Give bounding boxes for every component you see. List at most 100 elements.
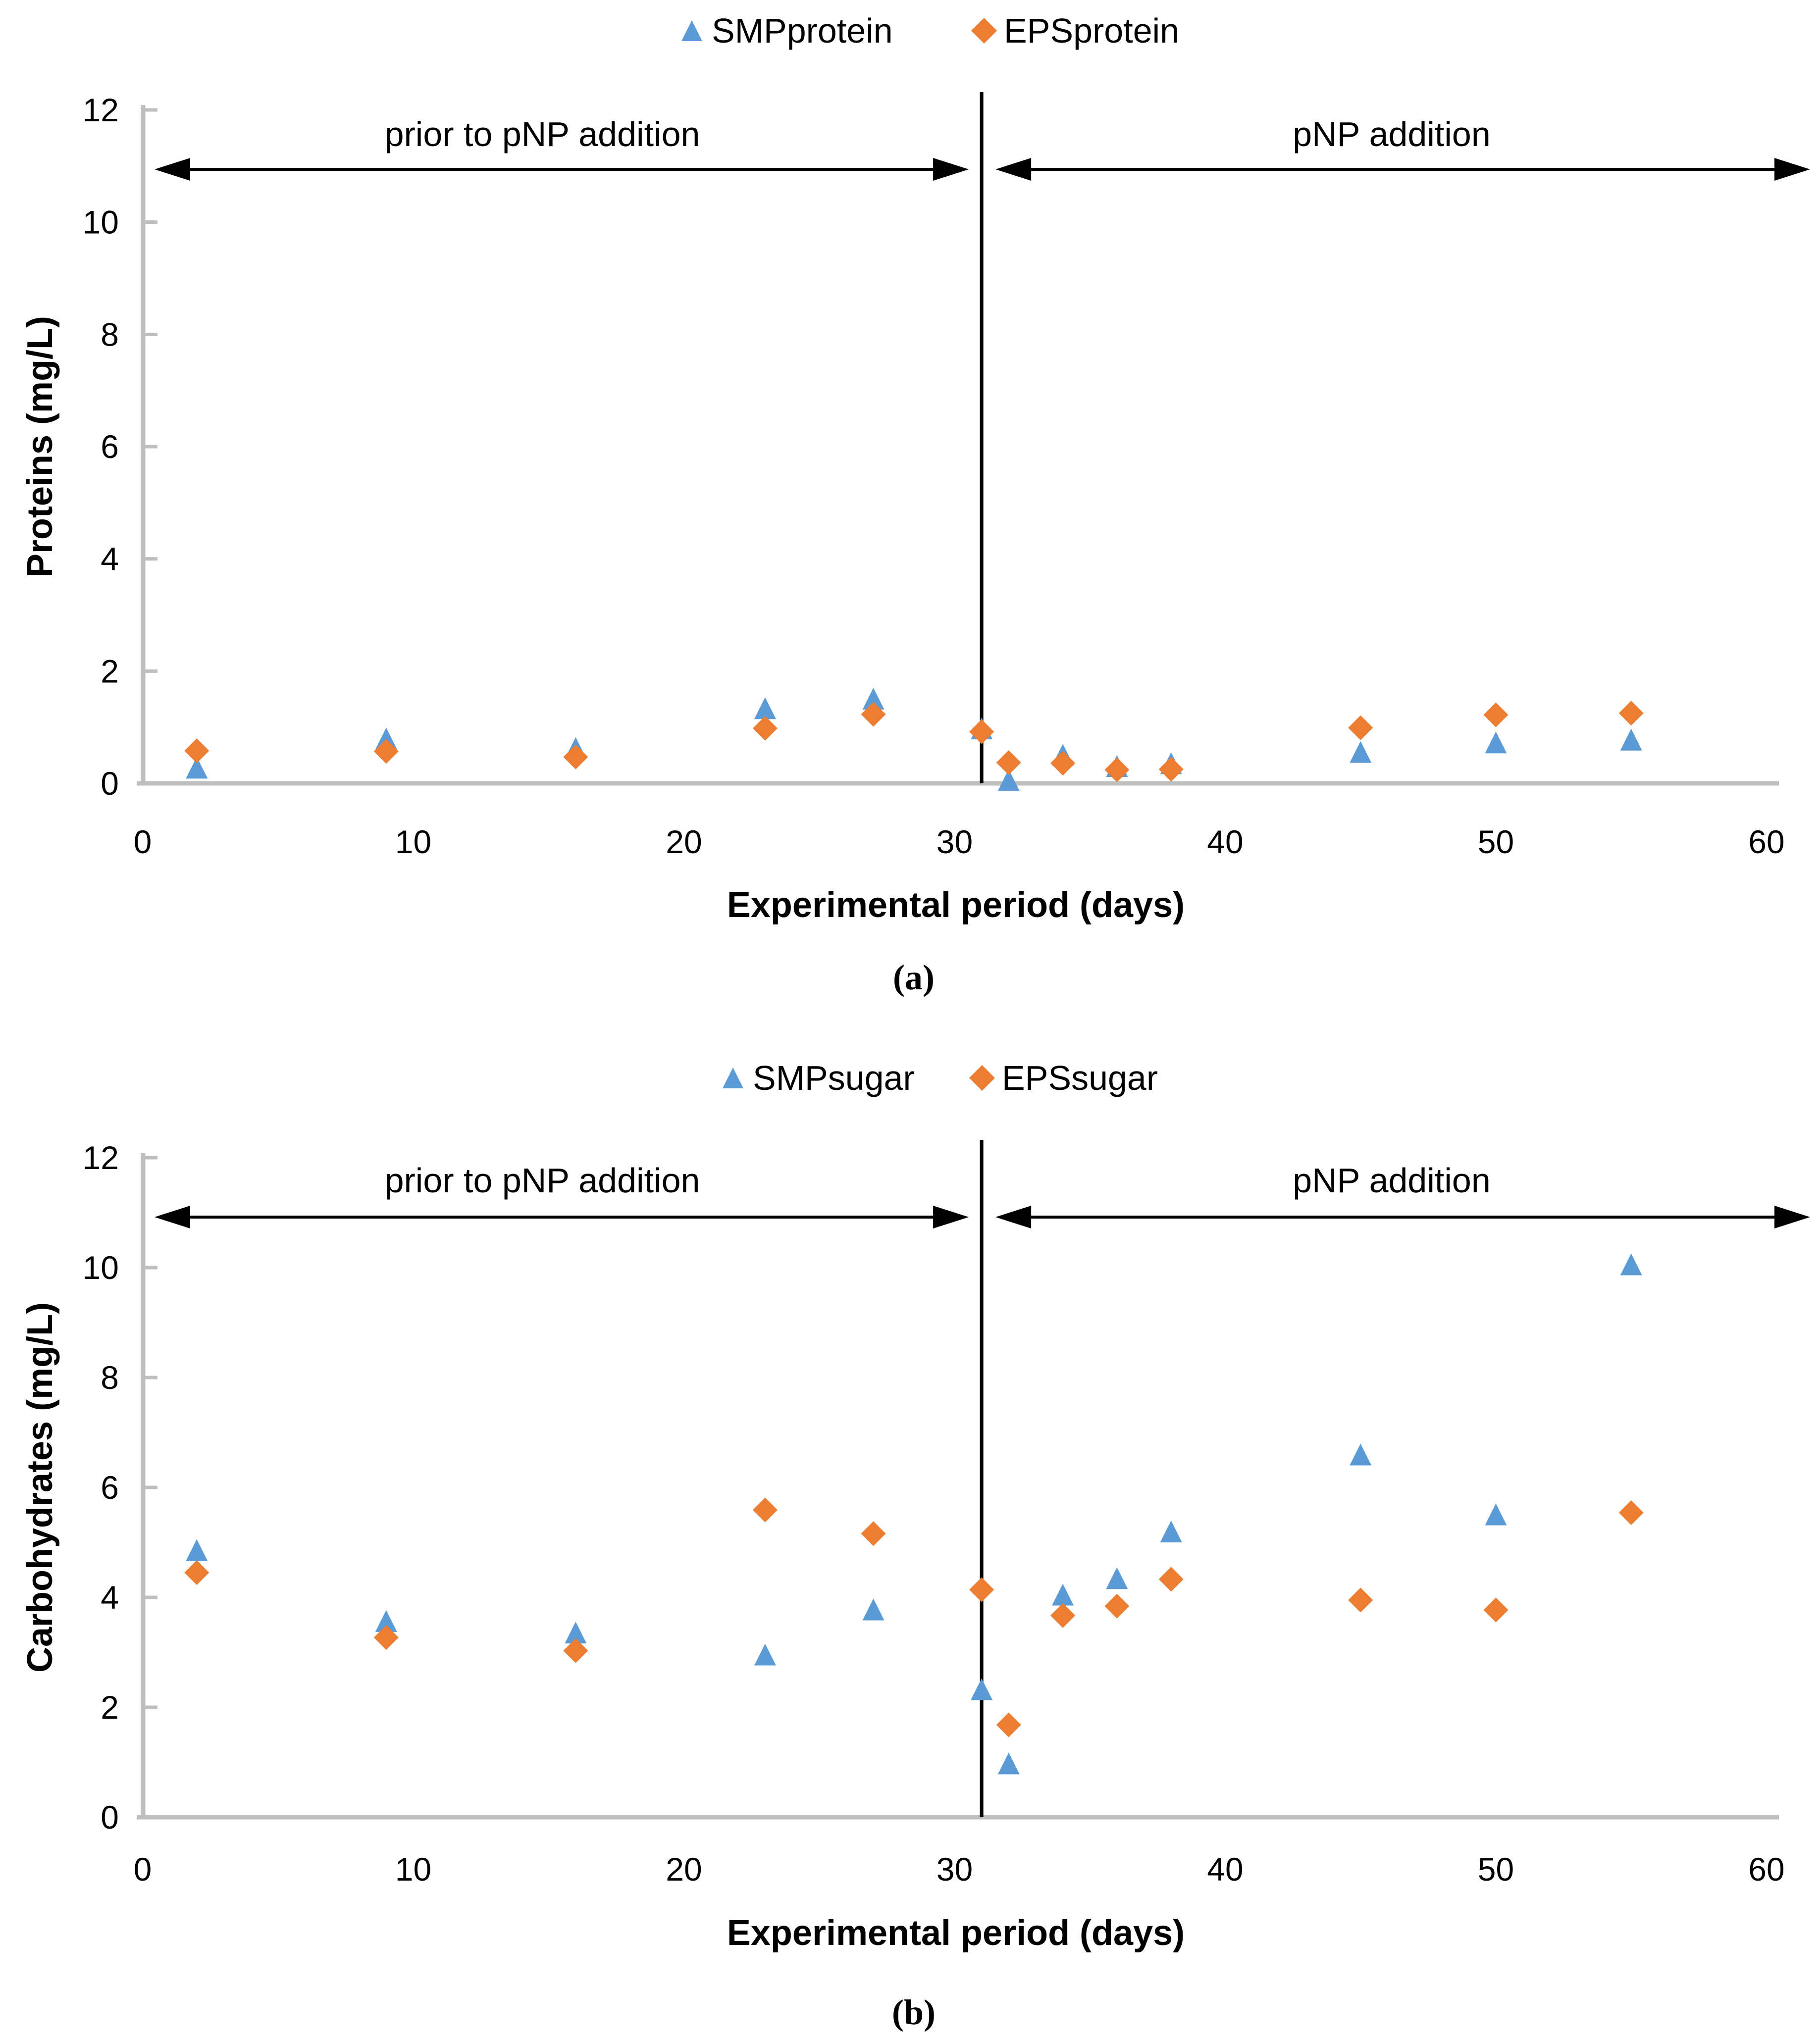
EPSsugar-marker	[1050, 1603, 1076, 1628]
EPSsugar-marker	[373, 1625, 399, 1650]
x-tick-label: 40	[1207, 1851, 1243, 1888]
y-axis-title-b: Carbohydrates (mg/L)	[20, 1302, 60, 1673]
EPSsugar-marker	[752, 1497, 778, 1523]
legend-epssugar-label: EPSsugar	[1002, 1059, 1158, 1097]
EPSsugar-marker	[1483, 1597, 1508, 1623]
legend-smpsugar-label: SMPsugar	[753, 1059, 915, 1097]
y-axis-title-a: Proteins (mg/L)	[20, 316, 60, 577]
EPSsugar-marker	[1348, 1587, 1373, 1613]
prior-pnp-arrow-head-left	[155, 1206, 190, 1228]
x-tick-label: 20	[666, 823, 702, 860]
prior-pnp-arrow-head-right	[933, 1206, 969, 1228]
x-tick-label: 60	[1748, 1851, 1784, 1888]
EPSprotein-marker	[1483, 702, 1508, 727]
EPSprotein-marker	[563, 744, 588, 769]
EPSsugar-marker	[996, 1712, 1021, 1737]
EPSprotein-marker	[1158, 757, 1184, 782]
x-tick-label: 50	[1478, 823, 1514, 860]
SMPprotein-marker	[754, 697, 776, 719]
SMPsugar-marker	[1620, 1253, 1642, 1276]
y-tick-label: 8	[101, 316, 119, 353]
legend-smpsugar-triangle-icon	[723, 1068, 743, 1088]
EPSsugar-marker	[1104, 1593, 1130, 1619]
y-tick-label: 10	[83, 204, 119, 241]
SMPprotein-marker	[997, 769, 1020, 791]
EPSprotein-marker	[1104, 757, 1130, 782]
EPSsugar-marker	[1158, 1567, 1184, 1592]
annotation-pnp-addition-a: pNP addition	[1293, 115, 1491, 153]
prior-pnp-arrow-head-right	[933, 158, 969, 181]
x-tick-label: 40	[1207, 823, 1243, 860]
SMPsugar-marker	[1106, 1567, 1128, 1589]
EPSprotein-marker	[752, 715, 778, 741]
y-tick-label: 4	[101, 1579, 119, 1616]
EPSsugar-marker	[969, 1577, 994, 1602]
legend-smpprotein-triangle-icon	[681, 20, 702, 41]
x-tick-label: 30	[936, 823, 973, 860]
y-tick-label: 6	[101, 1469, 119, 1506]
SMPsugar-marker	[971, 1678, 993, 1700]
data-points-a	[184, 688, 1644, 791]
EPSsugar-marker	[184, 1560, 209, 1585]
y-tick-label: 0	[101, 1799, 119, 1836]
annotation-prior-pnp-b: prior to pNP addition	[385, 1161, 700, 1200]
x-axis-title-b: Experimental period (days)	[727, 1913, 1185, 1953]
x-axis-title-a: Experimental period (days)	[727, 885, 1185, 925]
SMPsugar-marker	[565, 1622, 587, 1644]
EPSprotein-marker	[1348, 715, 1373, 740]
legend-smpprotein-label: SMPprotein	[712, 11, 893, 50]
SMPprotein-marker	[1620, 728, 1642, 751]
y-tick-label: 6	[101, 428, 119, 465]
SMPsugar-marker	[1160, 1520, 1182, 1542]
y-tick-label: 12	[83, 1139, 119, 1176]
annotation-arrows-a	[155, 92, 1810, 783]
prior-pnp-arrow-head-left	[155, 158, 190, 181]
chart-proteins: SMPprotein EPSprotein prior to pNP addit…	[20, 11, 1810, 997]
pnp-addition-arrow-head-left	[995, 158, 1032, 181]
caption-b: (b)	[892, 1992, 936, 2032]
pnp-addition-arrow-head-right	[1774, 158, 1810, 181]
SMPsugar-marker	[186, 1539, 208, 1561]
SMPprotein-marker	[1350, 741, 1372, 763]
y-tick-label: 12	[83, 92, 119, 128]
x-tick-label: 0	[134, 1851, 152, 1888]
annotation-pnp-addition-b: pNP addition	[1293, 1161, 1491, 1200]
x-tick-label: 50	[1478, 1851, 1514, 1888]
SMPprotein-marker	[862, 688, 884, 710]
pnp-addition-arrow-head-left	[995, 1206, 1032, 1228]
x-tick-label: 30	[936, 1851, 973, 1888]
axes-b: 0 2 4 6 8 10 12 0 10 20 30 40 50 60	[83, 1139, 1785, 1888]
chart-carbohydrates: SMPsugar EPSsugar prior to pNP addition …	[20, 1059, 1810, 2032]
x-tick-label: 10	[395, 823, 431, 860]
legend-epsprotein-diamond-icon	[971, 18, 997, 44]
x-tick-label: 60	[1748, 823, 1784, 860]
EPSsugar-marker	[563, 1638, 588, 1663]
annotation-arrows-b	[155, 1140, 1810, 1817]
EPSsugar-marker	[1618, 1500, 1644, 1526]
SMPsugar-marker	[754, 1643, 776, 1666]
SMPsugar-marker	[1485, 1503, 1507, 1526]
pnp-addition-arrow-head-right	[1774, 1206, 1810, 1228]
y-tick-label: 10	[83, 1249, 119, 1286]
EPSprotein-marker	[969, 719, 994, 744]
legend-epssugar-diamond-icon	[969, 1065, 995, 1091]
SMPsugar-marker	[375, 1610, 397, 1632]
x-tick-label: 10	[395, 1851, 431, 1888]
EPSprotein-marker	[1050, 751, 1076, 776]
SMPprotein-marker	[1485, 731, 1507, 754]
data-points-b	[184, 1253, 1644, 1775]
EPSprotein-marker	[184, 738, 209, 764]
EPSprotein-marker	[1618, 701, 1644, 726]
y-tick-label: 2	[101, 1689, 119, 1726]
EPSsugar-marker	[861, 1521, 886, 1546]
SMPsugar-marker	[1052, 1583, 1074, 1606]
SMPsugar-marker	[862, 1598, 884, 1621]
y-tick-label: 2	[101, 653, 119, 689]
EPSprotein-marker	[996, 750, 1021, 775]
y-tick-label: 4	[101, 541, 119, 577]
legend-epsprotein-label: EPSprotein	[1004, 11, 1179, 50]
x-tick-label: 20	[666, 1851, 702, 1888]
annotation-prior-pnp-a: prior to pNP addition	[385, 115, 700, 153]
legend-a: SMPprotein EPSprotein	[681, 11, 1179, 50]
